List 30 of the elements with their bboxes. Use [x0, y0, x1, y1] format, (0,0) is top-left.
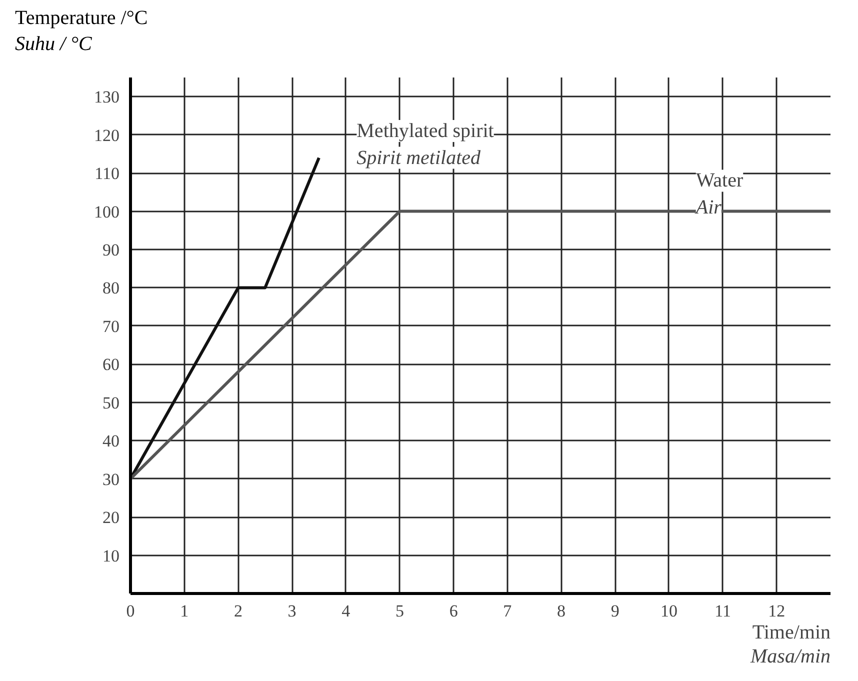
x-tick-label: 4	[342, 602, 351, 620]
y-tick-label: 60	[102, 355, 120, 374]
x-tick-label: 2	[234, 602, 242, 620]
x-tick-label: 11	[714, 602, 731, 620]
y-tick-label: 40	[102, 432, 120, 451]
x-tick-label: 1	[180, 602, 189, 620]
series-label: Methylated spirit Spirit metilated	[356, 120, 494, 169]
x-tick-label: 10	[660, 602, 678, 620]
y-tick-label: 70	[102, 316, 120, 336]
y-axis-title: Temperature /°C Suhu / °C	[15, 6, 148, 57]
x-tick-label: 5	[395, 602, 404, 620]
x-tick-label: 3	[288, 602, 296, 620]
x-tick-label: 7	[503, 602, 512, 620]
y-tick-label: 100	[94, 202, 120, 222]
series-label: Water Air	[694, 170, 744, 218]
x-tick-label: 0	[126, 602, 135, 620]
x-axis-title: Time/min Masa/min	[750, 622, 831, 668]
y-tick-label: 120	[94, 126, 120, 145]
y-tick-label: 30	[102, 470, 120, 489]
y-tick-label: 20	[102, 508, 120, 528]
y-tick-label: 80	[102, 278, 120, 298]
y-tick-label: 10	[102, 546, 120, 566]
y-tick-label: 90	[102, 240, 120, 260]
x-tick-label: 9	[610, 602, 620, 620]
y-tick-label: 110	[94, 164, 120, 184]
y-tick-label: 130	[94, 88, 120, 107]
x-tick-label: 8	[557, 602, 566, 620]
x-tick-label: 12	[768, 602, 786, 620]
y-tick-label: 50	[102, 393, 120, 412]
x-tick-label: 6	[449, 602, 458, 620]
